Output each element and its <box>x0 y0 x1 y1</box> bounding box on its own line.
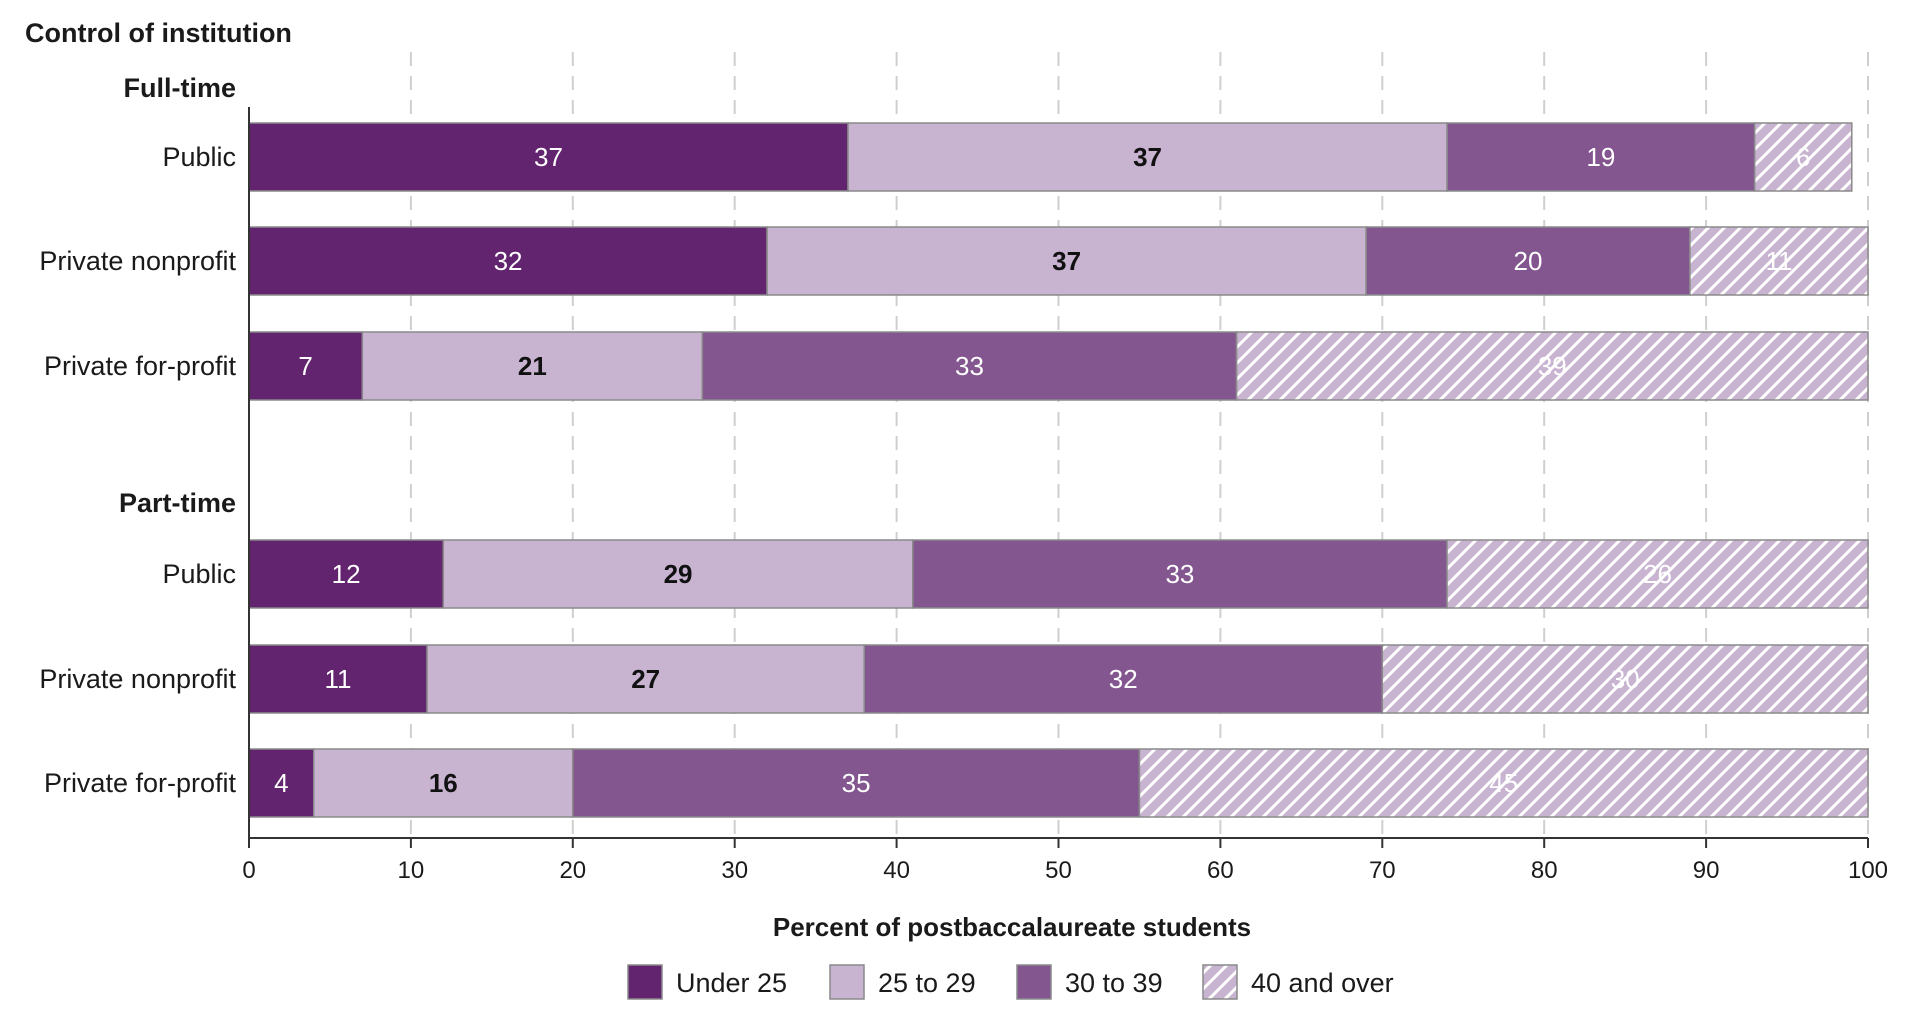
row-label: Private nonprofit <box>39 664 236 694</box>
bar-segment <box>1446 122 1756 192</box>
bar-segment <box>426 644 865 714</box>
data-label: 37 <box>534 142 563 172</box>
category-labels: Full-time Public Private nonprofit Private … <box>39 73 236 798</box>
x-tick-label: 30 <box>721 857 748 884</box>
bars: 37 37 19 6 32 37 20 11 7 21 33 39 12 29 33 26 11 27 32 30 4 1… <box>248 122 1869 818</box>
row-label: Public <box>162 559 236 589</box>
data-label: 33 <box>955 351 984 381</box>
bar-segment <box>248 226 768 296</box>
bar-segment <box>1446 539 1869 609</box>
x-tick-label: 10 <box>398 857 425 884</box>
legend-label: Under 25 <box>676 968 787 998</box>
data-label: 27 <box>631 664 660 694</box>
data-label: 16 <box>429 768 458 798</box>
row-label: Private for-profit <box>44 351 237 381</box>
data-label: 26 <box>1643 559 1672 589</box>
bar-segment <box>1138 748 1869 818</box>
bar-segment <box>248 539 445 609</box>
x-axis: 0 10 20 30 40 50 60 70 80 90 100 <box>242 107 1888 884</box>
data-label: 11 <box>1765 246 1792 276</box>
x-tick-label: 100 <box>1848 857 1888 884</box>
bar-segment <box>863 644 1384 714</box>
bar-segment <box>701 331 1238 401</box>
bar-segment <box>1689 226 1869 296</box>
data-label: 39 <box>1538 351 1567 381</box>
data-label: 37 <box>1133 142 1162 172</box>
group-label: Part-time <box>119 488 236 518</box>
row-label: Public <box>162 142 236 172</box>
x-tick-label: 40 <box>883 857 910 884</box>
legend: Under 25 25 to 29 30 to 39 40 and over <box>627 964 1394 1000</box>
x-tick-label: 90 <box>1693 857 1720 884</box>
data-label: 33 <box>1165 559 1194 589</box>
bar-segment <box>1381 644 1869 714</box>
bar-segment <box>248 748 315 818</box>
legend-label: 30 to 39 <box>1065 968 1163 998</box>
data-label: 29 <box>664 559 693 589</box>
bar-segment <box>766 226 1367 296</box>
data-label: 19 <box>1586 142 1615 172</box>
legend-swatch <box>829 964 865 1000</box>
x-tick-label: 60 <box>1207 857 1234 884</box>
data-label: 30 <box>1611 664 1640 694</box>
legend-label: 40 and over <box>1251 968 1394 998</box>
data-label: 45 <box>1489 768 1518 798</box>
data-label: 7 <box>298 351 312 381</box>
x-tick-label: 20 <box>559 857 586 884</box>
bar-segment <box>313 748 574 818</box>
data-label: 21 <box>518 351 547 381</box>
legend-swatch <box>627 964 663 1000</box>
data-label: 32 <box>1109 664 1138 694</box>
bar-segment <box>1235 331 1869 401</box>
x-tick-label: 0 <box>242 857 255 884</box>
data-label: 37 <box>1052 246 1081 276</box>
data-label: 6 <box>1796 142 1810 172</box>
data-label: 11 <box>325 664 352 694</box>
x-tick-label: 50 <box>1045 857 1072 884</box>
legend-label: 25 to 29 <box>878 968 976 998</box>
row-label: Private for-profit <box>44 768 237 798</box>
bar-segment <box>248 644 428 714</box>
row-label: Private nonprofit <box>39 246 236 276</box>
bar-segment <box>442 539 914 609</box>
bar-segment <box>248 331 364 401</box>
bar-segment <box>847 122 1448 192</box>
x-tick-label: 80 <box>1531 857 1558 884</box>
data-label: 20 <box>1514 246 1543 276</box>
x-tick-label: 70 <box>1369 857 1396 884</box>
x-axis-title: Percent of postbaccalaureate students <box>773 912 1251 942</box>
legend-swatch <box>1016 964 1052 1000</box>
data-label: 4 <box>274 768 288 798</box>
data-label: 35 <box>842 768 871 798</box>
data-label: 32 <box>494 246 523 276</box>
chart-title: Control of institution <box>25 18 292 48</box>
legend-swatch <box>1202 964 1238 1000</box>
bar-segment <box>1753 122 1853 192</box>
group-label: Full-time <box>124 73 237 103</box>
data-label: 12 <box>332 559 361 589</box>
